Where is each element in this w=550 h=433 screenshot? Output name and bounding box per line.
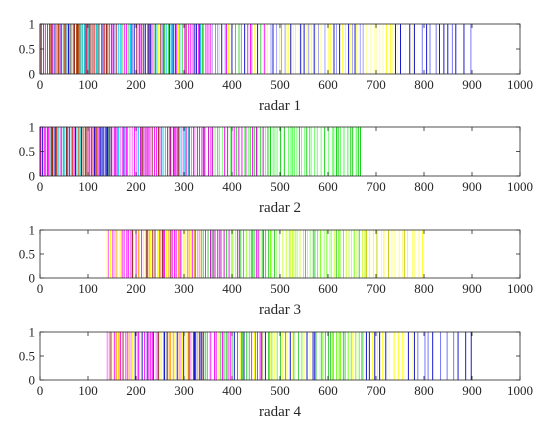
x-tick-label: 1000 [507,383,533,398]
x-tick-label: 800 [414,77,434,92]
x-tick-label: 1000 [507,281,533,296]
x-tick-label: 0 [37,383,44,398]
x-tick-label: 200 [126,281,146,296]
y-tick-label: 1 [29,223,36,238]
x-tick-label: 500 [270,281,290,296]
x-tick-label: 300 [174,77,194,92]
y-tick-label: 1 [29,120,36,135]
x-tick-label: 600 [318,179,338,194]
x-tick-label: 500 [270,77,290,92]
y-tick-label: 0.5 [19,349,35,364]
y-tick-label: 0.5 [19,144,35,159]
subplot-1: 0 100 200 300 400 500 600 700 800 900 1000 0 0.5 1 rad… [19,17,533,115]
x-tick-label: 300 [174,281,194,296]
x-tick-label: 1000 [507,179,533,194]
x-tick-label: 400 [222,77,242,92]
x-tick-label: 300 [174,179,194,194]
axes-box [39,229,521,279]
x-tick-label: 600 [318,281,338,296]
y-tick-label: 1 [29,17,36,32]
x-tick-label: 500 [270,179,290,194]
x-tick-label: 500 [270,383,290,398]
x-tick-label: 0 [37,281,44,296]
x-tick-label: 700 [366,77,386,92]
subplot-2: 0 100 200 300 400 500 600 700 800 900 1000 0 0.5 1 rad… [19,120,533,217]
event-lines [106,332,472,380]
x-tick-label: 1000 [507,77,533,92]
y-tick-label: 1 [29,325,36,340]
x-tick-label: 300 [174,383,194,398]
x-tick-label: 800 [414,281,434,296]
x-tick-label: 100 [78,179,98,194]
event-lines [39,127,361,176]
x-tick-label: 100 [78,281,98,296]
x-tick-label: 700 [366,179,386,194]
event-lines [106,230,424,278]
x-tick-label: 900 [462,179,482,194]
x-tick-label: 800 [414,383,434,398]
x-tick-label: 800 [414,179,434,194]
x-tick-label: 0 [37,179,44,194]
x-axis-label: radar 1 [259,98,301,114]
x-tick-label: 400 [222,281,242,296]
event-lines [39,24,472,74]
x-tick-label: 900 [462,281,482,296]
y-tick-label: 0.5 [19,42,35,57]
x-tick-label: 700 [366,383,386,398]
subplot-4: 0 100 200 300 400 500 600 700 800 900 1000 0 0.5 1 rad… [19,325,533,421]
x-tick-label: 400 [222,383,242,398]
x-axis-label: radar 4 [259,404,302,420]
x-tick-label: 900 [462,383,482,398]
x-tick-label: 100 [78,77,98,92]
y-tick-label: 0.5 [19,247,35,262]
x-tick-label: 200 [126,383,146,398]
x-tick-label: 200 [126,179,146,194]
x-tick-label: 100 [78,383,98,398]
x-tick-label: 400 [222,179,242,194]
x-tick-label: 600 [318,77,338,92]
y-tick-label: 0 [29,271,36,286]
axes-box [39,331,521,381]
x-tick-label: 700 [366,281,386,296]
y-tick-label: 0 [29,169,36,184]
y-tick-label: 0 [29,67,36,82]
x-axis-label: radar 3 [259,302,301,318]
x-axis-label: radar 2 [259,200,301,216]
x-tick-label: 600 [318,383,338,398]
x-tick-label: 900 [462,77,482,92]
x-tick-label: 200 [126,77,146,92]
subplot-3: 0 100 200 300 400 500 600 700 800 900 1000 0 0.5 1 rad… [19,223,533,319]
x-tick-label: 0 [37,77,44,92]
y-tick-label: 0 [29,373,36,388]
